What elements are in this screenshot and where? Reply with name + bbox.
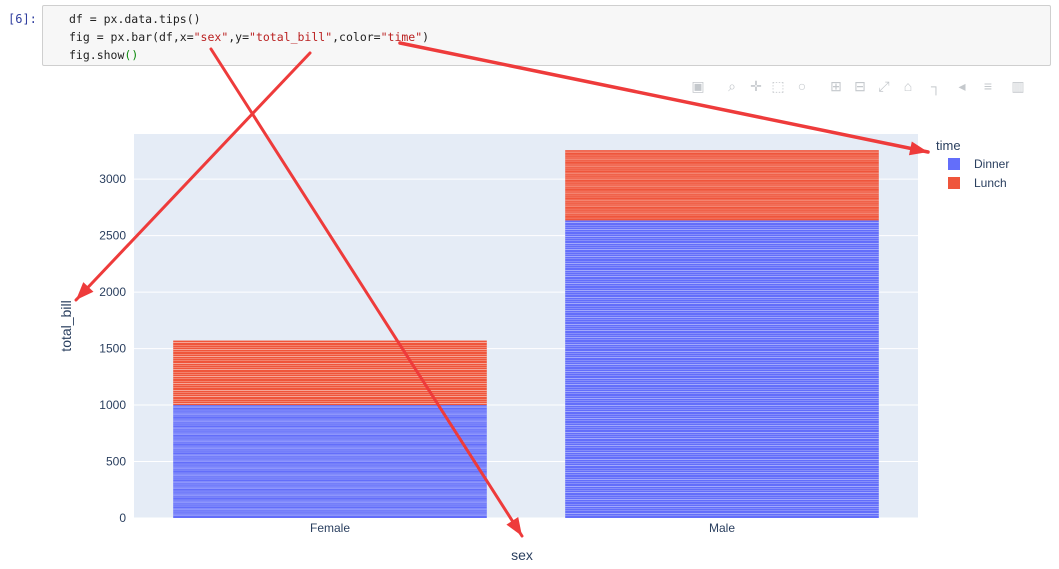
annotation-arrow-sex-head	[506, 517, 522, 536]
plotly-modebar: ▣ ⌕ ✛ ⬚ ○ ⊞ ⊟ ⤢ ⌂ ┐ ◂ ≡ ▥	[690, 76, 1035, 96]
y-axis-title: total_bill	[58, 300, 74, 351]
y-tick-label: 500	[106, 455, 126, 469]
reset-axes-icon[interactable]: ⌂	[903, 78, 913, 94]
x-axis-title: sex	[511, 547, 533, 563]
zoom-in-icon[interactable]: ⊞	[830, 78, 842, 94]
y-tick-label: 0	[119, 511, 126, 525]
legend-swatch-dinner	[948, 158, 960, 170]
y-tick-label: 2000	[99, 285, 126, 299]
code-cell[interactable]: df = px.data.tips() fig = px.bar(df,x="s…	[42, 5, 1051, 66]
pan-icon[interactable]: ✛	[750, 78, 762, 94]
zoom-icon[interactable]: ⌕	[728, 78, 736, 94]
y-tick-label: 2500	[99, 229, 126, 243]
autoscale-icon[interactable]: ⤢	[878, 78, 890, 94]
hover-compare-icon[interactable]: ≡	[983, 78, 993, 94]
y-tick-label: 1000	[99, 398, 126, 412]
bar-lunch-male	[565, 150, 879, 221]
y-tick-label: 1500	[99, 342, 126, 356]
annotation-arrow-total-bill-head	[76, 282, 94, 300]
zoom-out-icon[interactable]: ⊟	[854, 78, 866, 94]
bar-stripes	[565, 221, 879, 516]
annotation-arrow-sex	[209, 47, 524, 538]
code-line-2: fig = px.bar(df,x="sex",y="total_bill",c…	[69, 30, 430, 44]
annotation-arrow-time-head	[908, 141, 928, 156]
x-tick-label: Male	[709, 521, 735, 535]
legend-label-lunch: Lunch	[974, 176, 1007, 190]
lasso-select-icon[interactable]: ○	[797, 78, 807, 94]
legend-title: time	[936, 138, 961, 153]
spike-lines-icon[interactable]: ┐	[931, 78, 941, 94]
legend-swatch-lunch	[948, 177, 960, 189]
y-tick-label: 3000	[99, 172, 126, 186]
code-line-3: fig.show()	[69, 48, 139, 62]
cell-prompt: [6]:	[8, 12, 37, 26]
x-tick-label: Female	[310, 521, 350, 535]
legend-label-dinner: Dinner	[974, 157, 1009, 171]
annotation-arrow-time	[398, 41, 930, 154]
camera-icon[interactable]: ▣	[691, 78, 705, 94]
code-line-1: df = px.data.tips()	[69, 12, 201, 26]
annotation-arrow-total-bill	[74, 51, 312, 302]
bar-dinner-female	[173, 405, 487, 518]
bar-stripes	[173, 406, 487, 516]
hover-closest-icon[interactable]: ◂	[958, 78, 966, 94]
plotly-logo-icon[interactable]: ▥	[1011, 78, 1025, 94]
bar-lunch-female	[173, 340, 487, 406]
bar-stripes	[565, 151, 879, 219]
box-select-icon[interactable]: ⬚	[771, 78, 785, 94]
